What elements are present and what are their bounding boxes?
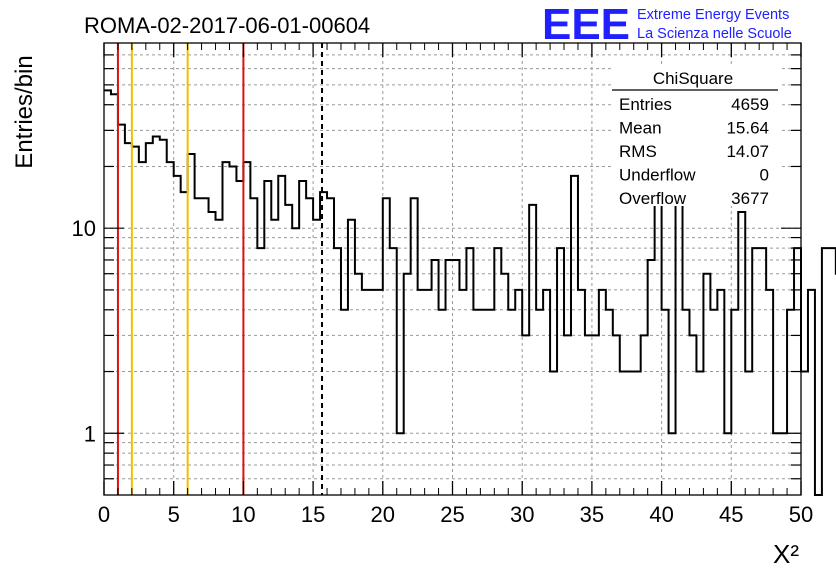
- stats-label: Overflow: [619, 189, 687, 208]
- y-tick-label: 10: [72, 216, 96, 241]
- stats-label: Underflow: [619, 166, 696, 185]
- stats-value: 0: [760, 166, 769, 185]
- stats-label: Entries: [619, 95, 672, 114]
- stats-value: 14.07: [726, 142, 769, 161]
- histogram-bin: [829, 248, 836, 495]
- histogram: [104, 89, 836, 496]
- x-tick-label: 5: [168, 502, 180, 527]
- stats-label: Mean: [619, 119, 662, 138]
- stats-background: [612, 66, 782, 206]
- eee-logo: EEE Extreme Energy Events La Scienza nel…: [542, 0, 792, 49]
- histogram-bin: [801, 372, 808, 495]
- histogram-bin: [808, 290, 815, 495]
- stats-rows: Entries 4659 Mean 15.64 RMS 14.07 Underflow 0 Ov…: [619, 95, 769, 208]
- x-tick-label: 15: [301, 502, 325, 527]
- logo-line2: La Scienza nelle Scuole: [637, 26, 792, 42]
- x-tick-label: 45: [719, 502, 743, 527]
- stats-label: RMS: [619, 142, 657, 161]
- x-tick-label: 35: [580, 502, 604, 527]
- x-tick-label: 40: [649, 502, 673, 527]
- stats-value: 15.64: [726, 119, 769, 138]
- stats-box: ChiSquare Entries 4659 Mean 15.64 RMS 14.07 Un…: [612, 66, 782, 208]
- plot-frame: [103, 42, 802, 496]
- x-tick-label: 30: [510, 502, 534, 527]
- stats-value: 3677: [731, 189, 769, 208]
- chart-title: ROMA-02-2017-06-01-00604: [84, 13, 370, 38]
- logo-line1: Extreme Energy Events: [637, 7, 789, 23]
- x-tick-label: 20: [371, 502, 395, 527]
- x-tick-label: 10: [231, 502, 255, 527]
- x-tick-label: 50: [789, 502, 813, 527]
- logo-mark: EEE: [542, 0, 630, 49]
- histogram-bin: [822, 248, 829, 495]
- x-axis-label: X²: [773, 539, 799, 569]
- y-axis-label: Entries/bin: [11, 55, 38, 168]
- marker-lines: [116, 43, 324, 495]
- histogram-outline: [104, 89, 836, 496]
- stats-name: ChiSquare: [653, 69, 733, 88]
- y-tick-label: 1: [84, 421, 96, 446]
- x-tick-label: 0: [98, 502, 110, 527]
- x-tick-label: 25: [440, 502, 464, 527]
- stats-value: 4659: [731, 95, 769, 114]
